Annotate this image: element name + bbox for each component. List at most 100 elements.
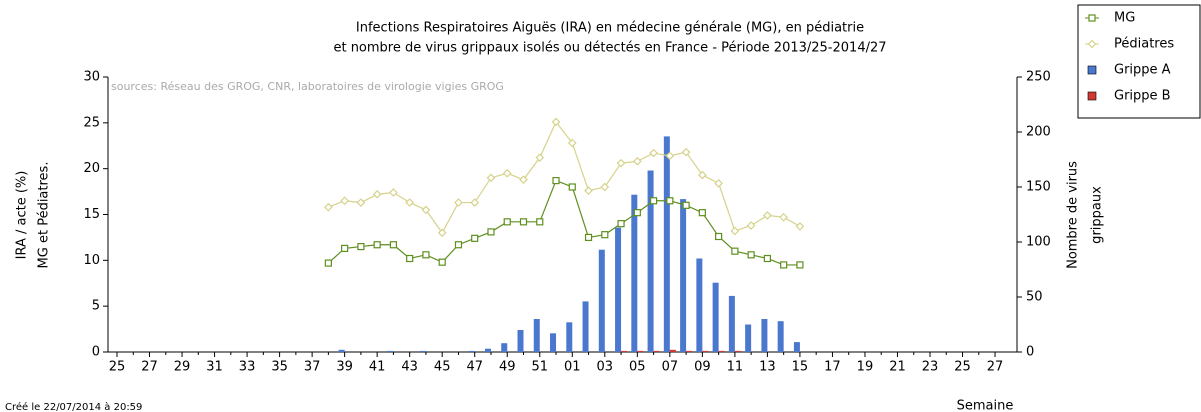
y-tick-label: 0 bbox=[92, 345, 100, 360]
legend-label: Pédiatres bbox=[1114, 37, 1174, 52]
point-marker bbox=[731, 247, 739, 255]
point-marker bbox=[551, 117, 561, 127]
chart-title: et nombre de virus grippaux isolés ou dé… bbox=[333, 41, 886, 56]
point-marker bbox=[746, 221, 756, 230]
bar bbox=[550, 333, 557, 352]
bar bbox=[745, 324, 752, 352]
line bbox=[327, 179, 800, 266]
x-tick-label: 09 bbox=[694, 360, 711, 375]
x-tick-label: 11 bbox=[727, 360, 744, 375]
point-marker bbox=[487, 228, 495, 236]
x-tick-label: 19 bbox=[857, 360, 874, 375]
x-tick-label: 45 bbox=[434, 360, 451, 375]
y-tick-label: 15 bbox=[83, 207, 100, 222]
point-marker bbox=[471, 234, 479, 242]
bar bbox=[653, 350, 660, 352]
point-marker bbox=[584, 186, 593, 196]
point-marker bbox=[389, 241, 398, 249]
point-marker bbox=[438, 258, 446, 266]
point-marker bbox=[437, 228, 447, 238]
y-tick-label: 5 bbox=[92, 299, 100, 314]
point-marker bbox=[681, 147, 691, 157]
legend-swatch bbox=[1087, 91, 1097, 101]
bar bbox=[566, 322, 573, 352]
point-marker bbox=[698, 170, 707, 180]
point-marker bbox=[486, 173, 496, 183]
y2-tick-label: 150 bbox=[1026, 180, 1051, 195]
bar bbox=[718, 350, 725, 352]
footer: Créé le 22/07/2014 à 20:59 bbox=[5, 401, 142, 412]
point-marker bbox=[422, 251, 430, 259]
point-marker bbox=[666, 197, 674, 205]
bar bbox=[631, 194, 638, 352]
legend-swatch bbox=[1087, 65, 1097, 75]
point-marker bbox=[454, 198, 463, 207]
bar bbox=[387, 350, 394, 352]
x-tick-label: 05 bbox=[629, 360, 646, 375]
point-marker bbox=[503, 218, 511, 226]
point-marker bbox=[796, 261, 804, 269]
x-tick-label: 29 bbox=[174, 360, 191, 375]
x-tick-label: 43 bbox=[401, 360, 418, 375]
x-tick-label: 33 bbox=[239, 360, 256, 375]
point-marker bbox=[780, 261, 788, 269]
point-marker bbox=[698, 209, 706, 217]
point-marker bbox=[324, 202, 333, 212]
point-marker bbox=[600, 182, 610, 192]
x-tick-label: 35 bbox=[271, 360, 288, 375]
legend-label: MG bbox=[1114, 11, 1135, 26]
point-marker bbox=[502, 168, 512, 178]
legend-label: Grippe A bbox=[1114, 63, 1171, 78]
point-marker bbox=[616, 158, 626, 168]
point-marker bbox=[649, 197, 658, 205]
y2-tick-label: 250 bbox=[1026, 70, 1051, 85]
point-marker bbox=[601, 231, 609, 239]
x-tick-label: 31 bbox=[206, 360, 223, 375]
point-marker bbox=[747, 251, 755, 259]
bar bbox=[702, 350, 709, 352]
x-tick-label: 39 bbox=[336, 360, 353, 375]
y-tick-label: 20 bbox=[83, 161, 100, 176]
bar bbox=[728, 295, 735, 352]
x-tick-label: 07 bbox=[662, 360, 679, 375]
point-marker bbox=[535, 153, 545, 163]
chart-title: Infections Respiratoires Aiguës (IRA) en… bbox=[356, 21, 864, 36]
y-axis-label: IRA / acte (%) bbox=[15, 171, 30, 260]
bar bbox=[734, 350, 741, 352]
legend-marker bbox=[1087, 39, 1097, 49]
y-tick-label: 25 bbox=[83, 115, 100, 130]
bar bbox=[338, 349, 345, 352]
point-marker bbox=[584, 233, 593, 242]
point-marker bbox=[341, 244, 349, 253]
point-marker bbox=[357, 242, 365, 251]
y2-tick-label: 100 bbox=[1026, 235, 1051, 250]
x-tick-label: 21 bbox=[889, 360, 906, 375]
bar bbox=[582, 301, 589, 352]
point-marker bbox=[763, 254, 772, 263]
point-marker bbox=[356, 198, 366, 207]
point-marker bbox=[715, 232, 723, 241]
x-tick-label: 13 bbox=[759, 360, 776, 375]
point-marker bbox=[454, 241, 463, 249]
bar bbox=[647, 170, 654, 352]
x-axis-label: Semaine bbox=[957, 399, 1014, 412]
point-marker bbox=[795, 222, 805, 231]
x-tick-label: 51 bbox=[531, 360, 548, 375]
bar bbox=[637, 350, 644, 352]
bar bbox=[680, 199, 687, 352]
x-tick-label: 01 bbox=[564, 360, 581, 375]
x-tick-label: 41 bbox=[369, 360, 386, 375]
x-tick-label: 03 bbox=[597, 360, 614, 375]
x-tick-label: 27 bbox=[141, 360, 158, 375]
point-marker bbox=[763, 211, 772, 220]
point-marker bbox=[567, 138, 577, 148]
bar bbox=[686, 350, 693, 352]
annotation: sources: Réseau des GROG, CNR, laboratoi… bbox=[111, 80, 504, 93]
legend-box bbox=[1077, 4, 1201, 119]
x-tick-label: 37 bbox=[304, 360, 321, 375]
y-tick-label: 30 bbox=[83, 70, 100, 85]
point-marker bbox=[682, 201, 690, 209]
x-tick-label: 25 bbox=[954, 360, 971, 375]
x-tick-label: 49 bbox=[499, 360, 516, 375]
